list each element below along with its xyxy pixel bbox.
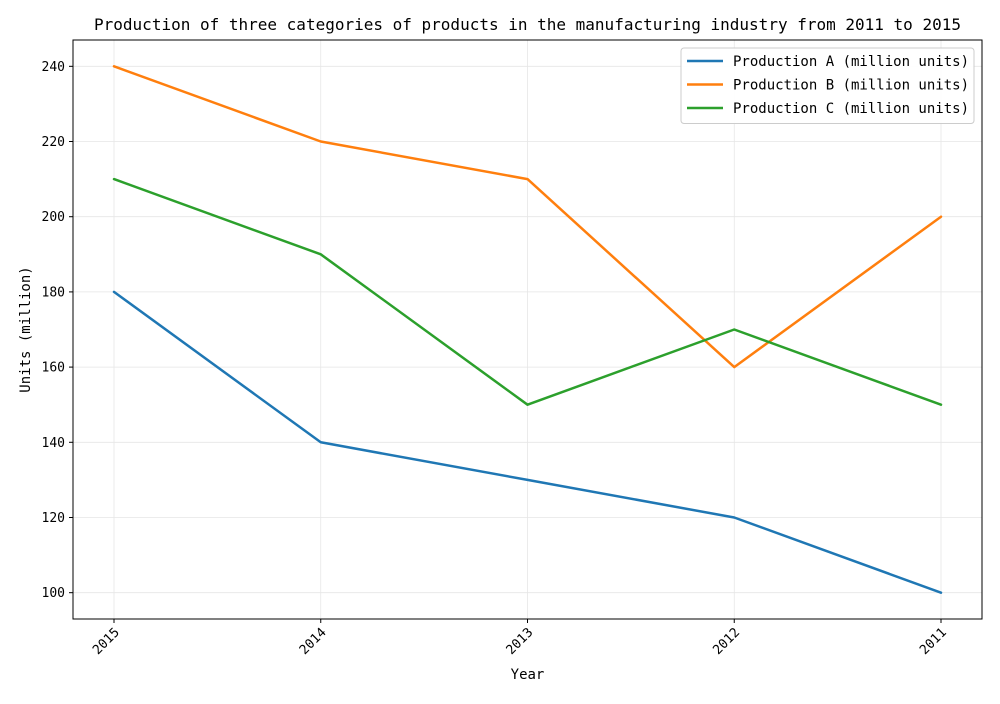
y-tick-label: 140 xyxy=(42,436,65,451)
y-axis-label: Units (million) xyxy=(18,266,34,392)
x-tick-label: 2012 xyxy=(710,625,743,658)
x-tick-label: 2014 xyxy=(297,625,330,658)
y-tick-label: 160 xyxy=(42,361,65,376)
y-tick-label: 220 xyxy=(42,135,65,150)
legend-label-c: Production C (million units) xyxy=(733,101,969,117)
x-tick-label: 2011 xyxy=(917,625,950,658)
x-tick-label: 2015 xyxy=(90,625,123,658)
y-tick-label: 180 xyxy=(42,285,65,300)
chart-title: Production of three categories of produc… xyxy=(94,15,961,34)
x-axis-label: Year xyxy=(511,667,545,683)
legend: Production A (million units) Production B… xyxy=(681,48,974,124)
y-tick-label: 120 xyxy=(42,511,65,526)
legend-label-b: Production B (million units) xyxy=(733,78,969,94)
y-tick-label: 100 xyxy=(42,586,65,601)
grid-layer xyxy=(73,40,982,619)
y-tick-label: 240 xyxy=(42,60,65,75)
y-tick-label: 200 xyxy=(42,210,65,225)
legend-label-a: Production A (million units) xyxy=(733,54,969,70)
x-tick-label: 2013 xyxy=(504,625,537,658)
